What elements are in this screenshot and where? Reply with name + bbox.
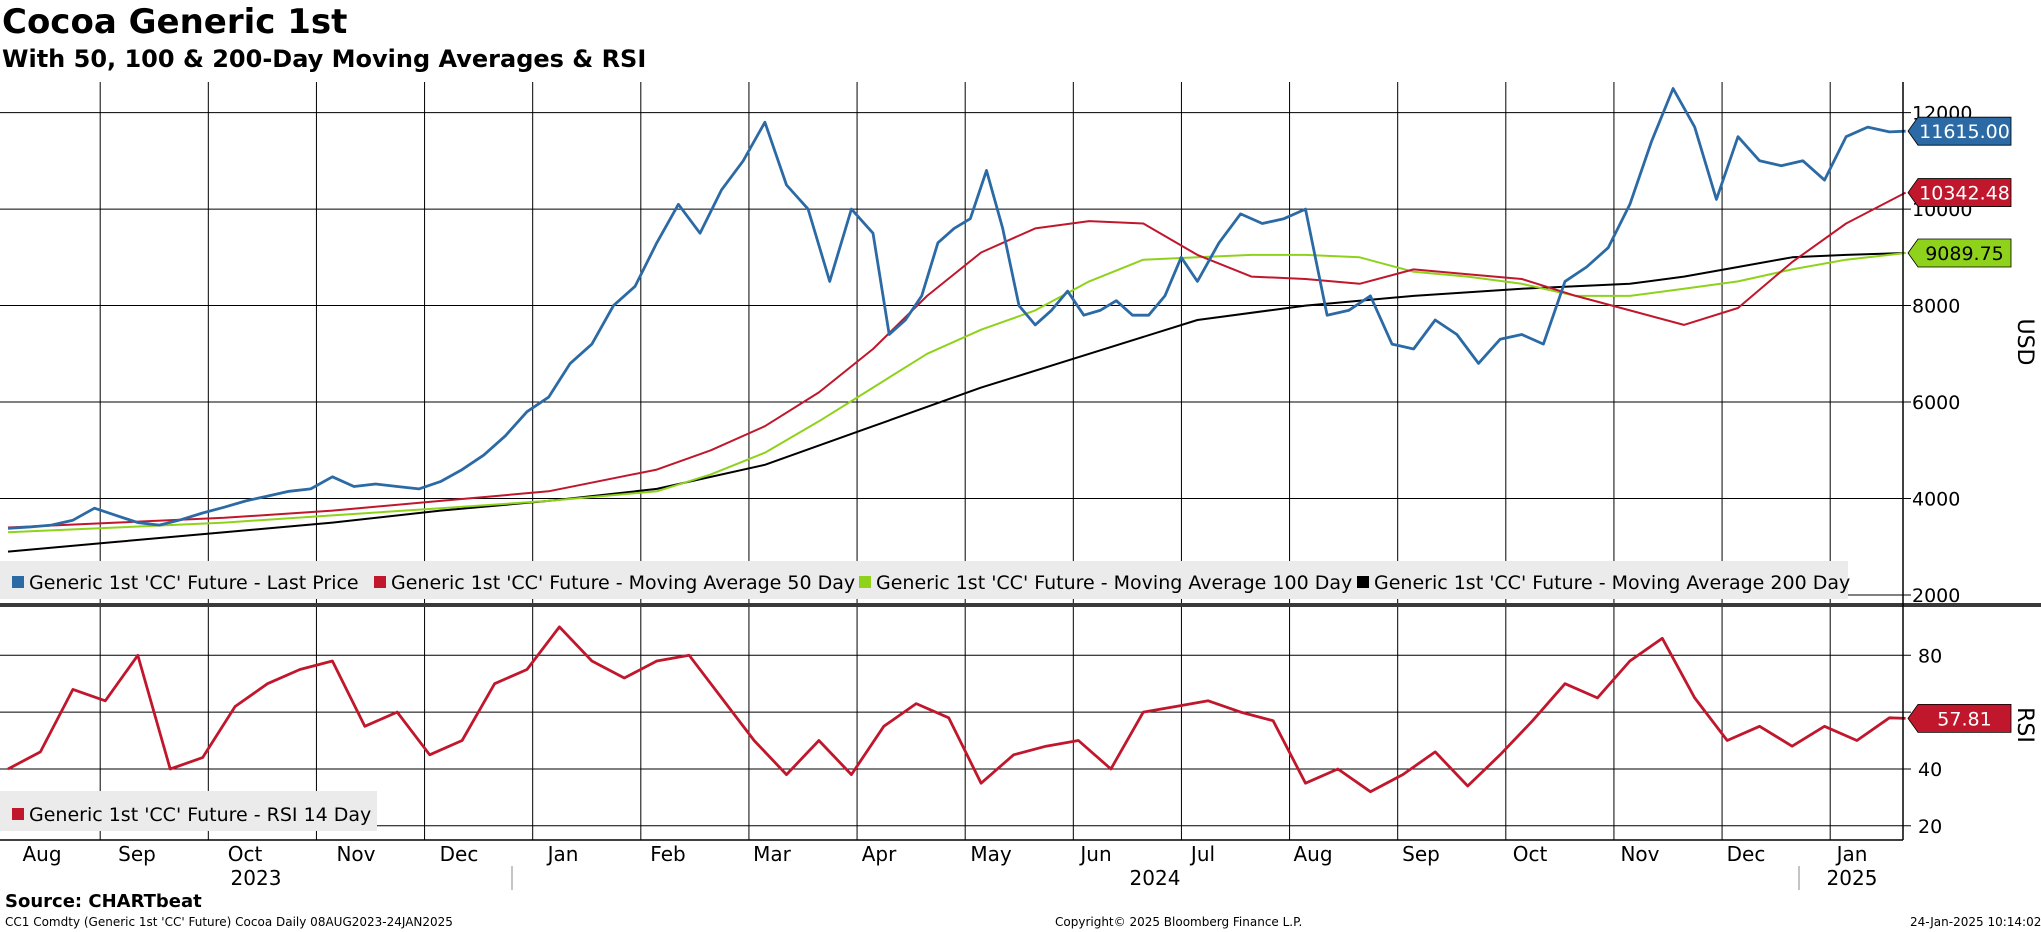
x-month-label: Dec (1727, 842, 1766, 866)
footer-source: Source: CHARTbeat (5, 891, 202, 912)
rsi-series-lines (7, 625, 1906, 794)
rsi-horizontal-grid (0, 654, 1911, 827)
price-y-tick-label: 4000 (1912, 489, 1960, 511)
x-month-label: Dec (440, 842, 479, 866)
x-month-label: Sep (118, 842, 156, 866)
x-month-label: Apr (862, 842, 897, 866)
x-month-label: May (970, 842, 1012, 866)
x-month-label: Jul (1189, 842, 1215, 866)
x-month-label: Oct (228, 842, 263, 866)
rsi-y-tick-label: 40 (1918, 759, 1942, 781)
legend-swatch-last_price (12, 576, 24, 588)
x-month-label: Aug (1293, 842, 1332, 866)
rsi-y-tick-label: 80 (1918, 645, 1942, 667)
footer-timestamp: 24-Jan-2025 10:14:02 (1910, 915, 2041, 929)
badge-rsi: 57.81 (1907, 703, 2012, 733)
chart-title: Cocoa Generic 1st (2, 2, 348, 42)
series-line-ma200 (7, 252, 1906, 553)
rsi-legend: Generic 1st 'CC' Future - RSI 14 Day (0, 791, 377, 831)
series-line-ma100 (7, 252, 1906, 534)
rsi-y-tick-labels: 20406080 (1918, 645, 1942, 837)
badge-ma50: 10342.48 (1907, 178, 2012, 207)
legend-swatch-ma200 (1357, 576, 1369, 588)
badge-ma100-shape (1907, 238, 2012, 268)
badge-ma100: 9089.75 (1907, 238, 2012, 268)
series-line-last_price (7, 87, 1906, 530)
badge-ma100-text: 9089.75 (1925, 243, 2004, 265)
badge-last-price-text: 11615.00 (1919, 121, 2010, 143)
price-vertical-grid (99, 82, 1831, 603)
legend-swatch-rsi (12, 808, 24, 820)
legend-label-ma50: Generic 1st 'CC' Future - Moving Average… (391, 572, 855, 594)
legend-label-rsi: Generic 1st 'CC' Future - RSI 14 Day (29, 804, 371, 826)
badge-last-price: 11615.00 (1907, 116, 2012, 146)
x-month-label: Mar (753, 842, 792, 866)
x-axis-labels: Aug Sep Oct Nov Dec Jan Feb Mar Apr May Jun Jul Aug S… (22, 842, 1877, 890)
series-line-rsi (7, 625, 1906, 794)
legend-swatch-ma50 (374, 576, 386, 588)
price-axis-label: USD (2012, 318, 2037, 365)
footer-copyright: Copyright© 2025 Bloomberg Finance L.P. (1055, 915, 1303, 929)
x-month-label: Aug (22, 842, 61, 866)
x-month-label: Jun (1078, 842, 1111, 866)
price-last-value-badges: 11615.00 10342.48 9089.75 (1907, 116, 2012, 268)
x-month-label: Feb (650, 842, 685, 866)
x-month-label: Oct (1513, 842, 1548, 866)
chart-subtitle: With 50, 100 & 200-Day Moving Averages &… (2, 45, 647, 73)
price-y-tick-label: 2000 (1912, 585, 1960, 607)
x-month-label: Nov (336, 842, 375, 866)
rsi-y-tick-label: 20 (1918, 816, 1942, 838)
price-y-tick-label: 6000 (1912, 392, 1960, 414)
legend-label-ma200: Generic 1st 'CC' Future - Moving Average… (1374, 572, 1850, 594)
footer-info: CC1 Comdty (Generic 1st 'CC' Future) Coc… (5, 915, 453, 929)
rsi-axis-label: RSI (2012, 707, 2037, 743)
badge-rsi-text: 57.81 (1937, 708, 1991, 730)
badge-ma50-shape (1907, 178, 2012, 207)
price-series-lines (7, 87, 1907, 553)
price-legend-background (0, 561, 1848, 599)
badge-rsi-shape (1907, 703, 2012, 733)
rsi-legend-background (0, 791, 377, 831)
x-month-label: Jan (1835, 842, 1868, 866)
x-year-label: 2023 (231, 866, 282, 890)
x-month-label: Jan (546, 842, 579, 866)
rsi-panel: 20406080 RSI 57.81 Generic 1st 'CC' Futu… (0, 607, 2037, 840)
legend-swatch-ma100 (859, 576, 871, 588)
price-y-tick-label: 8000 (1912, 296, 1960, 318)
series-line-ma50 (7, 191, 1907, 529)
legend-label-last_price: Generic 1st 'CC' Future - Last Price (29, 572, 359, 594)
legend-label-ma100: Generic 1st 'CC' Future - Moving Average… (876, 572, 1352, 594)
x-month-label: Nov (1620, 842, 1659, 866)
x-year-label: 2024 (1130, 866, 1181, 890)
price-legend: Generic 1st 'CC' Future - Last Price Gene… (0, 561, 1850, 599)
rsi-last-value-badges: 57.81 (1907, 703, 2012, 733)
x-year-label: 2025 (1827, 866, 1878, 890)
panel-divider (0, 603, 2041, 607)
badge-ma50-text: 10342.48 (1919, 183, 2010, 205)
badge-last-price-shape (1907, 116, 2012, 146)
x-month-label: Sep (1402, 842, 1440, 866)
